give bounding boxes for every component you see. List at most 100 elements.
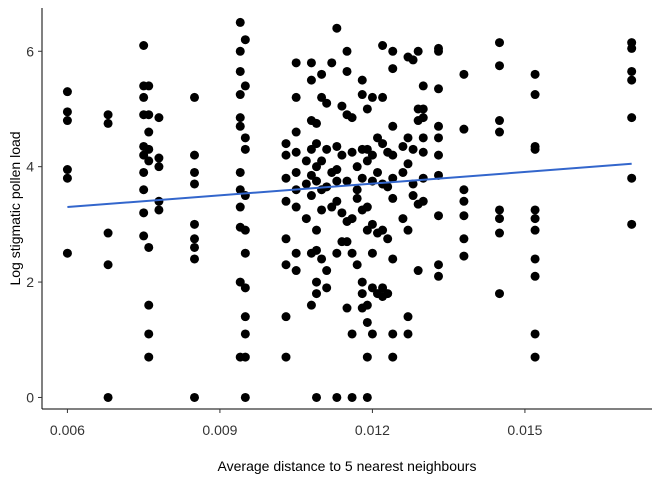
- data-point: [306, 191, 316, 201]
- data-point: [373, 133, 382, 143]
- data-point: [62, 116, 72, 126]
- data-point: [281, 150, 291, 160]
- data-point: [418, 196, 428, 206]
- data-point: [312, 176, 321, 186]
- data-point: [352, 185, 362, 195]
- y-axis-title: Log stigmatic pollen load: [7, 131, 23, 285]
- data-point: [378, 92, 388, 102]
- data-point: [62, 107, 72, 117]
- data-point: [240, 312, 250, 322]
- data-point: [317, 92, 327, 102]
- data-point: [103, 260, 113, 270]
- data-point: [495, 116, 504, 126]
- data-point: [403, 329, 413, 339]
- data-point: [190, 92, 199, 102]
- data-point: [103, 228, 113, 238]
- y-tick-label: 0: [26, 389, 34, 405]
- data-point: [362, 300, 372, 310]
- data-point: [291, 248, 301, 258]
- x-axis-title: Average distance to 5 nearest neighbours: [218, 458, 477, 474]
- data-point: [362, 156, 372, 166]
- data-point: [434, 271, 443, 281]
- data-point: [627, 66, 637, 76]
- data-point: [154, 153, 164, 163]
- data-point: [62, 248, 72, 258]
- data-point: [495, 214, 504, 224]
- data-point: [357, 277, 367, 287]
- data-point: [342, 237, 352, 247]
- data-point: [190, 219, 199, 229]
- data-point: [240, 352, 250, 362]
- data-point: [322, 266, 332, 276]
- data-point: [530, 69, 540, 79]
- data-point: [235, 202, 245, 212]
- data-point: [154, 205, 164, 215]
- data-point: [291, 167, 301, 177]
- data-point: [388, 121, 398, 131]
- y-tick-label: 2: [26, 274, 34, 290]
- data-point: [317, 254, 327, 264]
- data-point: [434, 133, 443, 143]
- data-point: [317, 69, 327, 79]
- data-point: [362, 202, 372, 212]
- data-point: [347, 392, 357, 402]
- points-layer: [62, 17, 637, 402]
- data-point: [306, 144, 316, 154]
- data-point: [347, 329, 357, 339]
- data-point: [530, 144, 540, 154]
- data-point: [418, 173, 428, 183]
- data-point: [459, 69, 469, 79]
- data-point: [342, 66, 352, 76]
- data-point: [103, 118, 113, 128]
- data-point: [347, 147, 357, 157]
- data-point: [235, 185, 245, 195]
- data-point: [388, 150, 398, 160]
- data-point: [240, 392, 250, 402]
- data-point: [281, 260, 291, 270]
- data-point: [312, 245, 321, 255]
- data-point: [378, 41, 388, 51]
- data-point: [530, 352, 540, 362]
- data-point: [342, 303, 352, 313]
- y-tick-label: 4: [26, 159, 34, 175]
- data-point: [317, 156, 327, 166]
- data-point: [495, 127, 504, 137]
- data-point: [281, 312, 291, 322]
- data-point: [367, 219, 377, 229]
- data-point: [312, 392, 321, 402]
- data-point: [332, 176, 342, 186]
- data-point: [388, 329, 398, 339]
- data-point: [413, 46, 423, 56]
- y-ticks: 0 2 4 6: [26, 43, 42, 405]
- data-point: [495, 205, 504, 215]
- data-point: [154, 162, 164, 172]
- data-point: [413, 266, 423, 276]
- data-point: [378, 225, 388, 235]
- data-point: [362, 352, 372, 362]
- data-point: [459, 251, 469, 261]
- data-point: [383, 182, 393, 192]
- data-point: [362, 317, 372, 327]
- data-point: [337, 150, 347, 160]
- data-point: [62, 173, 72, 183]
- data-point: [291, 147, 301, 157]
- data-point: [240, 283, 250, 293]
- data-point: [373, 167, 382, 177]
- data-point: [418, 133, 428, 143]
- data-point: [190, 254, 199, 264]
- data-point: [337, 101, 347, 111]
- data-point: [327, 58, 337, 68]
- data-point: [235, 113, 245, 123]
- data-point: [530, 271, 540, 281]
- data-point: [383, 289, 393, 299]
- data-point: [332, 23, 342, 33]
- data-point: [530, 254, 540, 264]
- data-point: [332, 141, 342, 151]
- data-point: [235, 90, 245, 100]
- data-point: [495, 289, 504, 299]
- data-point: [312, 289, 321, 299]
- x-tick-label: 0.015: [507, 422, 542, 438]
- data-point: [322, 283, 332, 293]
- data-point: [342, 176, 352, 186]
- data-point: [190, 242, 199, 252]
